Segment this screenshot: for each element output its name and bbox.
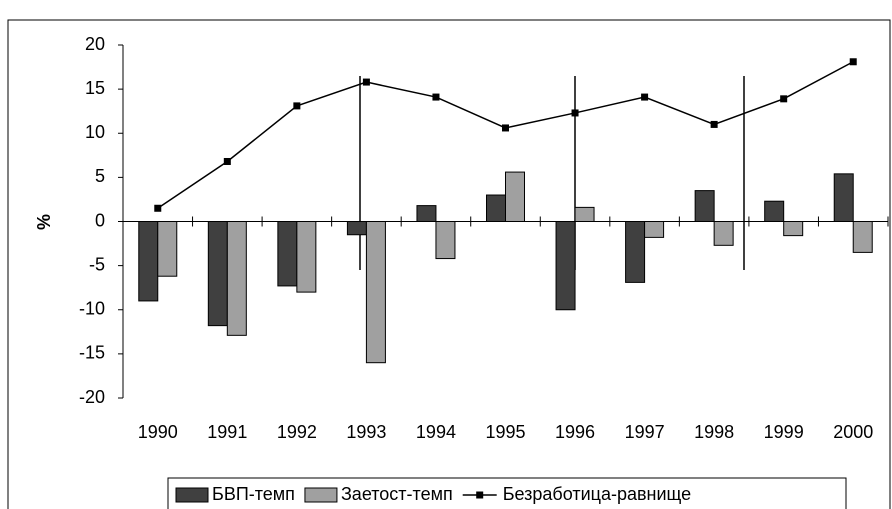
marker bbox=[710, 120, 718, 128]
bar bbox=[644, 221, 665, 238]
bar bbox=[505, 171, 525, 222]
legend-label: БВП-темп bbox=[212, 484, 295, 504]
x-tick-label: 1991 bbox=[207, 422, 247, 442]
x-tick-label: 1999 bbox=[764, 422, 804, 442]
bar bbox=[852, 221, 873, 253]
x-tick-label: 1995 bbox=[485, 422, 525, 442]
bar bbox=[574, 206, 595, 223]
bar bbox=[157, 221, 178, 277]
x-tick-label: 1996 bbox=[555, 422, 595, 442]
y-tick-label: 10 bbox=[85, 122, 105, 142]
marker bbox=[432, 93, 440, 101]
bar bbox=[207, 221, 228, 327]
y-tick-label: -15 bbox=[79, 343, 105, 363]
bar bbox=[226, 221, 247, 336]
bar bbox=[713, 221, 734, 246]
bar bbox=[694, 190, 715, 223]
bar bbox=[555, 221, 576, 311]
marker bbox=[502, 124, 509, 132]
y-tick-label: -5 bbox=[89, 254, 105, 274]
legend-label: Заетост-темп bbox=[341, 484, 453, 504]
bar bbox=[277, 221, 298, 287]
bar bbox=[296, 221, 317, 293]
bar bbox=[138, 221, 159, 302]
marker bbox=[154, 204, 162, 212]
marker bbox=[362, 78, 370, 86]
bar bbox=[346, 221, 367, 236]
y-tick-label: 0 bbox=[95, 210, 105, 230]
y-axis-label: % bbox=[34, 214, 54, 230]
marker bbox=[293, 102, 301, 110]
bar bbox=[416, 205, 437, 223]
bar bbox=[625, 221, 646, 283]
bar bbox=[764, 200, 785, 222]
bar bbox=[365, 221, 386, 364]
marker bbox=[849, 58, 857, 66]
legend-marker bbox=[476, 491, 484, 499]
y-tick-label: 20 bbox=[85, 34, 105, 54]
marker bbox=[571, 109, 579, 117]
bar bbox=[486, 194, 506, 222]
marker bbox=[780, 95, 788, 103]
marker bbox=[641, 93, 649, 101]
bar bbox=[783, 221, 804, 237]
x-tick-label: 1992 bbox=[277, 422, 317, 442]
y-tick-label: -20 bbox=[79, 387, 105, 407]
x-tick-label: 1990 bbox=[138, 422, 178, 442]
x-tick-label: 1998 bbox=[694, 422, 734, 442]
y-tick-label: 5 bbox=[95, 166, 105, 186]
y-tick-label: -10 bbox=[79, 299, 105, 319]
bar bbox=[435, 221, 456, 260]
marker bbox=[223, 157, 231, 165]
bar bbox=[833, 173, 854, 222]
x-tick-label: 1994 bbox=[416, 422, 456, 442]
legend-swatch bbox=[175, 487, 209, 503]
legend-swatch bbox=[304, 487, 338, 503]
legend-label: Безработица-равнище bbox=[503, 484, 691, 504]
x-tick-label: 1997 bbox=[625, 422, 665, 442]
x-tick-label: 2000 bbox=[833, 422, 873, 442]
y-tick-label: 15 bbox=[85, 78, 105, 98]
legend-box bbox=[167, 477, 847, 509]
x-tick-label: 1993 bbox=[346, 422, 386, 442]
